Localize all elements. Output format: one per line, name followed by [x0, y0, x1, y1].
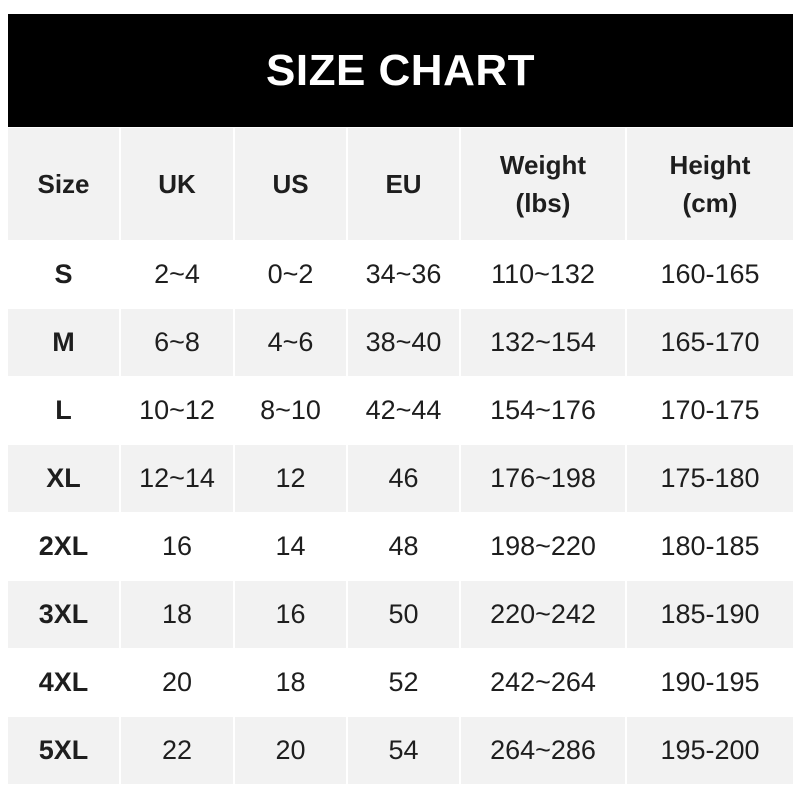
cell-uk: 10~12: [121, 376, 235, 444]
cell-weight: 220~242: [461, 580, 627, 648]
cell-uk: 18: [121, 580, 235, 648]
cell-us: 8~10: [235, 376, 348, 444]
cell-us: 20: [235, 716, 348, 784]
cell-height: 165-170: [627, 308, 793, 376]
page-title: SIZE CHART: [266, 45, 535, 95]
table-row: L 10~12 8~10 42~44 154~176 170-175: [8, 376, 793, 444]
cell-weight: 176~198: [461, 444, 627, 512]
cell-eu: 50: [348, 580, 461, 648]
table-row: 4XL 20 18 52 242~264 190-195: [8, 648, 793, 716]
cell-size: 2XL: [8, 512, 121, 580]
size-chart-table: Size UK US EU Weight (lbs) Height (cm) S 2~…: [8, 127, 793, 784]
cell-eu: 38~40: [348, 308, 461, 376]
cell-height: 160-165: [627, 240, 793, 308]
cell-weight: 132~154: [461, 308, 627, 376]
cell-uk: 16: [121, 512, 235, 580]
table-row: 5XL 22 20 54 264~286 195-200: [8, 716, 793, 784]
cell-uk: 22: [121, 716, 235, 784]
header-weight-line1: Weight: [499, 150, 587, 180]
cell-height: 185-190: [627, 580, 793, 648]
cell-uk: 12~14: [121, 444, 235, 512]
cell-us: 4~6: [235, 308, 348, 376]
cell-size: 5XL: [8, 716, 121, 784]
header-height-line2: (cm): [682, 188, 738, 218]
cell-weight: 110~132: [461, 240, 627, 308]
cell-uk: 6~8: [121, 308, 235, 376]
table-row: XL 12~14 12 46 176~198 175-180: [8, 444, 793, 512]
cell-eu: 54: [348, 716, 461, 784]
cell-eu: 34~36: [348, 240, 461, 308]
cell-size: L: [8, 376, 121, 444]
cell-size: XL: [8, 444, 121, 512]
cell-weight: 242~264: [461, 648, 627, 716]
header-size: Size: [8, 127, 121, 240]
table-row: M 6~8 4~6 38~40 132~154 165-170: [8, 308, 793, 376]
table-row: S 2~4 0~2 34~36 110~132 160-165: [8, 240, 793, 308]
cell-height: 180-185: [627, 512, 793, 580]
table-row: 3XL 18 16 50 220~242 185-190: [8, 580, 793, 648]
cell-weight: 154~176: [461, 376, 627, 444]
cell-height: 175-180: [627, 444, 793, 512]
header-height: Height (cm): [627, 127, 793, 240]
header-height-line1: Height: [669, 150, 751, 180]
cell-eu: 52: [348, 648, 461, 716]
cell-weight: 198~220: [461, 512, 627, 580]
header-weight-line2: (lbs): [515, 188, 571, 218]
cell-us: 16: [235, 580, 348, 648]
cell-height: 170-175: [627, 376, 793, 444]
cell-height: 190-195: [627, 648, 793, 716]
cell-eu: 46: [348, 444, 461, 512]
cell-us: 0~2: [235, 240, 348, 308]
cell-size: S: [8, 240, 121, 308]
cell-uk: 2~4: [121, 240, 235, 308]
cell-eu: 48: [348, 512, 461, 580]
cell-size: 3XL: [8, 580, 121, 648]
cell-size: 4XL: [8, 648, 121, 716]
header-uk: UK: [121, 127, 235, 240]
header-weight: Weight (lbs): [461, 127, 627, 240]
cell-us: 12: [235, 444, 348, 512]
cell-eu: 42~44: [348, 376, 461, 444]
header-row: Size UK US EU Weight (lbs) Height (cm): [8, 127, 793, 240]
header-eu: EU: [348, 127, 461, 240]
cell-us: 14: [235, 512, 348, 580]
cell-weight: 264~286: [461, 716, 627, 784]
cell-uk: 20: [121, 648, 235, 716]
cell-size: M: [8, 308, 121, 376]
header-us: US: [235, 127, 348, 240]
cell-height: 195-200: [627, 716, 793, 784]
title-bar: SIZE CHART: [8, 14, 793, 127]
cell-us: 18: [235, 648, 348, 716]
table-row: 2XL 16 14 48 198~220 180-185: [8, 512, 793, 580]
